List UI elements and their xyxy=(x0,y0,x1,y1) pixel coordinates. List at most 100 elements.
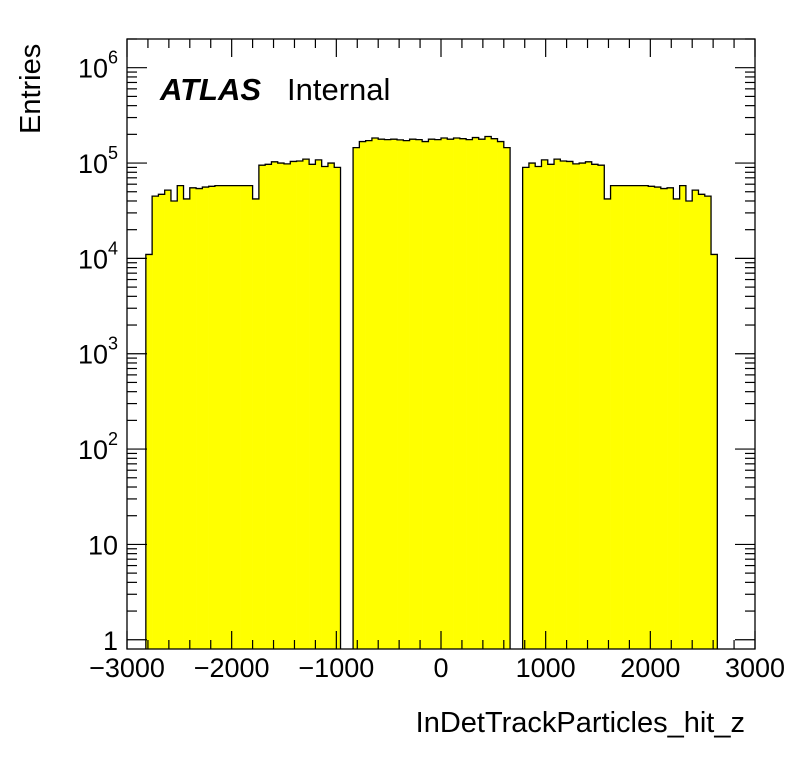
histogram-bar xyxy=(258,165,266,650)
x-tick-label: 1000 xyxy=(516,653,576,683)
histogram-bar xyxy=(459,138,467,649)
histogram-bar xyxy=(629,185,636,649)
histogram-bar xyxy=(183,198,191,649)
histogram-bar xyxy=(572,163,580,649)
y-axis-title: Entries xyxy=(15,44,47,134)
histogram-bar xyxy=(227,185,235,649)
histogram-bar xyxy=(541,159,549,650)
y-tick-label: 10 xyxy=(78,54,108,84)
histogram-bar xyxy=(290,161,297,650)
histogram-bar xyxy=(170,200,178,650)
y-tick-exponent: 4 xyxy=(108,238,118,258)
histogram-bar xyxy=(202,187,209,650)
histogram-bar xyxy=(177,185,184,649)
y-tick-exponent: 5 xyxy=(108,143,118,163)
histogram-bar xyxy=(233,185,241,649)
histogram-bar xyxy=(415,139,423,649)
histogram-bar xyxy=(585,161,593,649)
histogram-bar xyxy=(579,163,586,650)
histogram-bar xyxy=(528,163,536,650)
histogram-bar xyxy=(704,196,712,650)
histogram-bar xyxy=(397,139,404,649)
x-tick-label: 3000 xyxy=(725,653,785,683)
histogram-bar xyxy=(484,136,492,650)
histogram-bar xyxy=(604,198,611,649)
histogram-bar xyxy=(240,185,247,649)
histogram-bar xyxy=(616,185,624,649)
histogram-bar xyxy=(547,164,555,649)
histogram-bar xyxy=(271,161,279,649)
histogram-bar xyxy=(441,138,448,649)
histogram-bars xyxy=(145,135,718,650)
histogram-bar xyxy=(277,163,285,650)
histogram-bar xyxy=(660,188,668,649)
x-tick-label: −2000 xyxy=(194,653,270,683)
x-tick-label: −3000 xyxy=(89,653,165,683)
histogram-bar xyxy=(566,161,574,650)
histogram-bar xyxy=(214,185,222,649)
histogram-outline xyxy=(145,135,718,649)
y-tick-exponent: 6 xyxy=(108,48,118,68)
atlas-label: ATLAS xyxy=(159,72,261,107)
histogram-bar xyxy=(698,194,706,649)
histogram-bar xyxy=(403,140,410,649)
histogram-bar xyxy=(685,200,693,650)
histogram-bar xyxy=(591,164,599,649)
y-tick-label: 10 xyxy=(78,340,108,370)
histogram-bar xyxy=(610,185,618,649)
histogram-bar xyxy=(189,187,197,650)
histogram-bar xyxy=(491,138,498,649)
y-tick-label: 10 xyxy=(88,530,118,560)
histogram-bar xyxy=(497,141,505,649)
histogram-bar xyxy=(145,254,153,649)
histogram-bar xyxy=(296,161,304,649)
x-tick-label: −1000 xyxy=(298,653,374,683)
histogram-bar xyxy=(654,187,662,650)
histogram-bar xyxy=(667,187,674,650)
histogram-bar xyxy=(692,190,699,649)
histogram-bar xyxy=(409,139,417,650)
histogram-bar xyxy=(598,165,605,650)
histogram-bar xyxy=(359,141,366,649)
histogram-bar xyxy=(221,185,228,649)
histogram-bar xyxy=(554,159,561,649)
x-axis-title: InDetTrackParticles_hit_z xyxy=(416,707,745,739)
histogram-bar xyxy=(447,139,454,650)
histogram-bar xyxy=(284,163,291,649)
histogram-bar xyxy=(478,139,486,650)
histogram-bar xyxy=(422,141,429,649)
histogram-bar xyxy=(265,164,272,649)
histogram-bar xyxy=(246,185,253,649)
histogram-bar xyxy=(679,185,687,649)
plot-frame xyxy=(126,38,756,650)
histogram-bar xyxy=(390,139,398,650)
histogram-bar xyxy=(711,254,718,649)
histogram-bar xyxy=(673,198,680,649)
histogram-bar xyxy=(623,185,630,649)
histogram-bar xyxy=(365,140,373,649)
internal-label: Internal xyxy=(287,72,390,107)
histogram-bar xyxy=(378,139,385,650)
histogram-bar xyxy=(309,164,316,649)
histogram-bar xyxy=(208,186,216,649)
histogram-bar xyxy=(466,139,473,649)
histogram-bar xyxy=(503,147,511,649)
histogram-bar xyxy=(321,166,329,649)
y-tick-exponent: 2 xyxy=(108,429,118,449)
histogram-bar xyxy=(434,139,442,649)
histogram-bar xyxy=(353,147,360,649)
histogram-bar xyxy=(196,188,203,649)
histogram-bar xyxy=(152,196,159,650)
histogram-bar xyxy=(164,190,172,649)
histogram-bar xyxy=(334,167,341,649)
y-tick-label: 10 xyxy=(78,149,108,179)
x-tick-label: 0 xyxy=(433,653,448,683)
histogram-bar xyxy=(158,194,165,649)
histogram-bar xyxy=(371,138,379,649)
x-tick-label: 2000 xyxy=(620,653,680,683)
histogram-bar xyxy=(428,139,436,650)
histogram-bar xyxy=(635,185,643,649)
histogram-bar xyxy=(384,139,392,649)
